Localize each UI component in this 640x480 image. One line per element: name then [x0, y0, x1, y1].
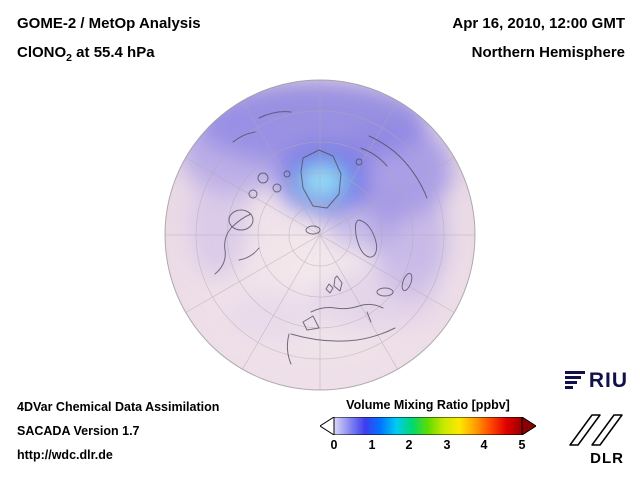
- dlr-logo: DLR: [560, 407, 626, 467]
- colorbar-tick-0: 0: [330, 438, 338, 452]
- colorbar-tick-1: 1: [368, 438, 376, 452]
- dlr-emblem-icon: [569, 414, 623, 446]
- colorbar-tick-5: 5: [518, 438, 526, 452]
- credit-line-1: 4DVar Chemical Data Assimilation: [17, 400, 220, 414]
- credits: 4DVar Chemical Data Assimilation SACADA …: [17, 395, 219, 467]
- mixing-ratio-field: [180, 81, 453, 341]
- dlr-logo-text: DLR: [590, 450, 624, 467]
- colorbar-ticks: 0 1 2 3 4 5: [320, 438, 536, 454]
- globe-limb: [164, 79, 476, 391]
- analysis-title: GOME-2 / MetOp Analysis: [17, 15, 201, 32]
- riu-logo-text: RIU: [588, 369, 628, 392]
- credit-url: http://wdc.dlr.de: [17, 448, 113, 462]
- colorbar-tick-2: 2: [405, 438, 413, 452]
- colorbar-tick-3: 3: [443, 438, 451, 452]
- colorbar-scale: [320, 417, 536, 435]
- region-label: Northern Hemisphere: [471, 44, 625, 61]
- colorbar-gradient-bar: [333, 417, 523, 435]
- colorbar-arrow-right: [521, 417, 536, 435]
- hemisphere-map: [164, 79, 476, 391]
- coastlines: [214, 111, 428, 365]
- riu-logo: RIU: [564, 369, 628, 393]
- header-right: Apr 16, 2010, 12:00 GMT Northern Hemisph…: [452, 9, 625, 67]
- header-left: GOME-2 / MetOp Analysis ClONO2 at 55.4 h…: [17, 9, 201, 73]
- colorbar-arrow-left: [320, 417, 335, 435]
- riu-stripes-icon: [564, 371, 585, 389]
- colorbar: Volume Mixing Ratio [ppbv] 0 1 2 3 4 5: [320, 398, 536, 454]
- pressure-level: at 55.4 hPa: [72, 44, 155, 61]
- colorbar-title: Volume Mixing Ratio [ppbv]: [346, 398, 510, 412]
- chem-formula: ClONO: [17, 44, 67, 61]
- credit-line-2: SACADA Version 1.7: [17, 424, 140, 438]
- species-level-line: ClONO2 at 55.4 hPa: [17, 38, 201, 73]
- datetime-label: Apr 16, 2010, 12:00 GMT: [452, 15, 625, 32]
- chem-subscript: 2: [66, 52, 73, 64]
- colorbar-tick-4: 4: [480, 438, 488, 452]
